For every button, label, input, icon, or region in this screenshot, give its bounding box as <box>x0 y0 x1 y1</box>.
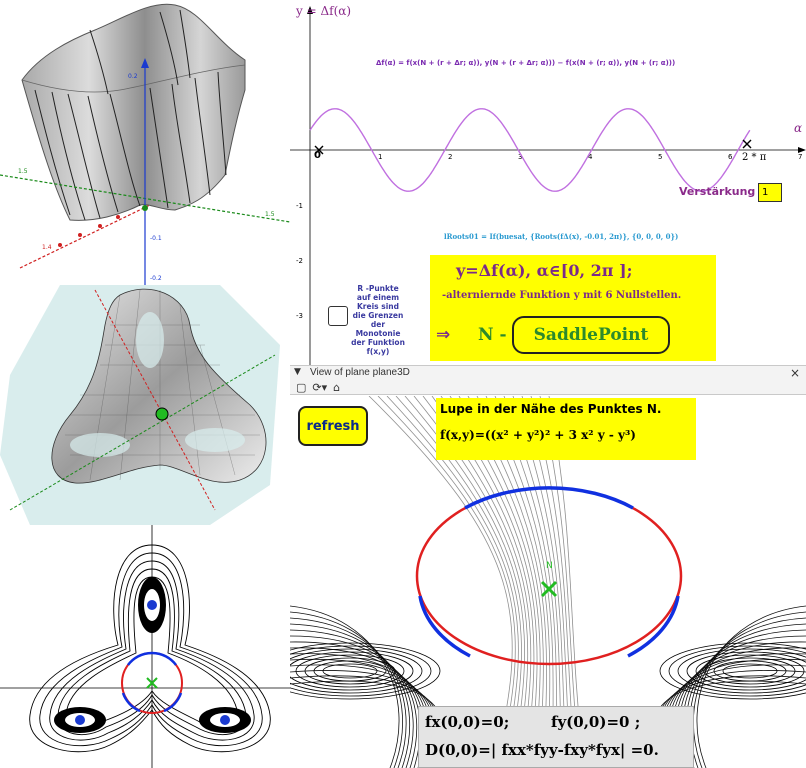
red-axis-tick: 1.4 <box>42 244 52 251</box>
main-equation-line1: y=Δf(α), α∈[0, 2π ]; <box>456 261 633 280</box>
x-tick-label: 6 <box>728 153 733 161</box>
home-icon[interactable]: ⌂ <box>333 381 341 394</box>
determinant-text: D(0,0)=| fxx*fyy-fxy*fyx| =0. <box>425 741 659 759</box>
lupe-info-box: Lupe in der Nähe des Punktes N. f(x,y)=(… <box>436 398 696 460</box>
surface-3d-canvas[interactable]: 1.5 1.5 -0.1 -0.2 0.2 1.4 <box>0 0 290 285</box>
two-pi-label: 2 * π <box>742 152 767 163</box>
plane-view-title: View of plane plane3D <box>310 367 410 378</box>
lupe-title: Lupe in der Nähe des Punktes N. <box>440 402 662 416</box>
derivative-conditions-box: fx(0,0)=0; fy(0,0)=0 ; D(0,0)=| fxx*fyy-… <box>418 706 694 768</box>
verstaerkung-label: Verstärkung = <box>679 185 769 198</box>
collapse-arrow-icon[interactable]: ▼ <box>294 367 301 377</box>
verstaerkung-input[interactable]: 1 <box>758 183 782 202</box>
contour-2d-canvas[interactable] <box>0 525 290 768</box>
origin-label: 0 <box>314 150 321 161</box>
blue-axis-tick-1: -0.1 <box>150 235 162 242</box>
saddle-point-button[interactable]: SaddlePoint <box>512 316 670 354</box>
x-tick-label: 1 <box>378 153 382 161</box>
blue-axis-tick-3: 0.2 <box>128 73 138 80</box>
rotate-view-icon[interactable]: ⟳▾ <box>312 381 328 394</box>
plane-view-titlebar: ▼ View of plane plane3D ▢ ⟳▾ ⌂ × <box>290 365 806 395</box>
y-tick-label: -1 <box>296 202 303 210</box>
main-equation-line2: -alterniernde Funktion y mit 6 Nullstell… <box>442 290 682 301</box>
x-tick-label: 7 <box>798 153 802 161</box>
lupe-function: f(x,y)=((x² + y²)² + 3 x² y - y³) <box>440 428 636 442</box>
blue-axis-tick-2: -0.2 <box>150 275 162 282</box>
x-tick-label: 4 <box>588 153 593 161</box>
surface-3d-view-middle[interactable] <box>0 285 290 525</box>
implies-symbol: ⇒ <box>436 325 451 345</box>
close-view-icon[interactable]: × <box>789 366 800 380</box>
point-n-label: N <box>546 561 553 571</box>
surface-3d-view-top[interactable]: 1.5 1.5 -0.1 -0.2 0.2 1.4 <box>0 0 290 285</box>
y-tick-label: -2 <box>296 257 303 265</box>
partial-derivatives-text: fx(0,0)=0; fy(0,0)=0 ; <box>425 713 641 731</box>
n-label: N - <box>478 325 507 345</box>
delta-f-curve <box>309 108 751 192</box>
roots-formula-text: lRoots01 = If(buesat, {Roots(fΔ(x), -0.0… <box>444 232 679 241</box>
x-tick-label: 5 <box>658 153 662 161</box>
y-tick-label: -3 <box>296 312 303 320</box>
x-tick-label: 2 <box>448 153 452 161</box>
green-axis-tick-left: 1.5 <box>18 168 28 175</box>
contour-2d-view[interactable] <box>0 525 290 768</box>
checkbox-label: R -Punkte auf einem Kreis sind die Grenz… <box>351 284 405 356</box>
refresh-button[interactable]: refresh <box>298 406 368 446</box>
green-axis-tick-right: 1.5 <box>265 211 275 218</box>
delta-formula-text: Δf(α) = f(x(N + (r + Δr; α)), y(N + (r +… <box>376 59 676 67</box>
x-axis-label: α <box>794 121 803 135</box>
x-tick-label: 3 <box>518 153 522 161</box>
y-axis-label: y = Δf(α) <box>296 4 352 18</box>
r-points-checkbox[interactable] <box>328 306 348 326</box>
surface-3d-canvas-2[interactable] <box>0 285 290 525</box>
select-square-icon[interactable]: ▢ <box>296 381 307 394</box>
